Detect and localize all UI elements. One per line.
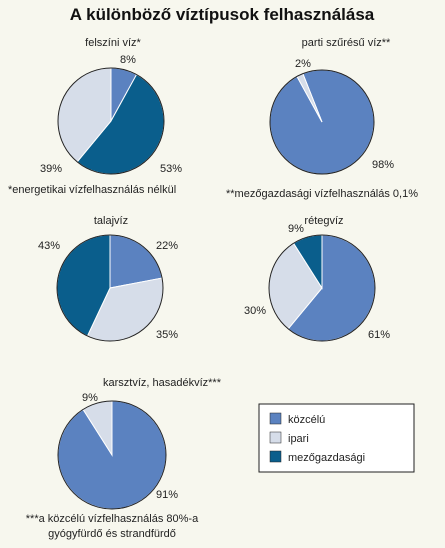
footnote: **mezőgazdasági vízfelhasználás 0,1% [226,188,418,200]
legend-swatch-mezogazdasagi [269,450,282,463]
pie-slices [56,234,164,342]
pie-outline [57,67,165,175]
slice-label: 22% [156,240,178,252]
legend: közcélú ipari mezőgazdasági [258,403,415,473]
slice-label: 9% [82,392,98,404]
pie-title: rétegvíz [304,215,343,227]
footnote-line-2: gyógyfürdő és strandfürdő [48,528,176,540]
slice-label: 53% [160,163,182,175]
slice-label: 61% [368,329,390,341]
pie-outline [269,69,375,175]
footnote-line-1: ***a közcélú vízfelhasználás 80%-a [26,513,199,525]
slice-label: 39% [40,163,62,175]
slice-label: 43% [38,240,60,252]
legend-label: ipari [288,433,309,445]
slice-label: 98% [372,159,394,171]
footnote: *energetikai vízfelhasználás nélkül [8,184,176,196]
pie-slices [268,234,376,342]
pie-title: karsztvíz, hasadékvíz*** [103,377,222,389]
legend-swatch-ipari [269,431,282,444]
legend-swatch-kozcelu [269,412,282,425]
pie-slices [57,400,167,510]
slice-label: 9% [288,223,304,235]
slice-label: 8% [120,54,136,66]
pie-chart-talajviz: talajvíz 22% 35% 43% [38,215,178,342]
pie-chart-retegviz: rétegvíz 61% 30% 9% [244,215,390,342]
slice-label: 91% [156,489,178,501]
legend-label: közcélú [288,414,325,426]
figure-title: A különböző víztípusok felhasználása [70,5,375,24]
pie-outline [268,234,376,342]
legend-box [258,403,415,473]
pie-title: talajvíz [94,215,128,227]
legend-label: mezőgazdasági [288,452,365,464]
slice-label: 2% [295,58,311,70]
pie-chart-parti-szuresu-viz: parti szűrésű víz** 2% 98% **mezőgazdasá… [226,37,418,200]
pie-slices [57,67,165,175]
pie-title: parti szűrésű víz** [302,37,391,49]
pie-slices [269,69,375,175]
slice-label: 35% [156,329,178,341]
pie-chart-felszini-viz: felszíni víz* 8% 53% 39% *energetikai ví… [8,37,182,196]
pie-outline [56,234,164,342]
pie-outline [57,400,167,510]
pie-title: felszíni víz* [85,37,141,49]
pie-chart-karsztviz: karsztvíz, hasadékvíz*** 91% 9% ***a köz… [26,377,222,540]
slice-label: 30% [244,305,266,317]
